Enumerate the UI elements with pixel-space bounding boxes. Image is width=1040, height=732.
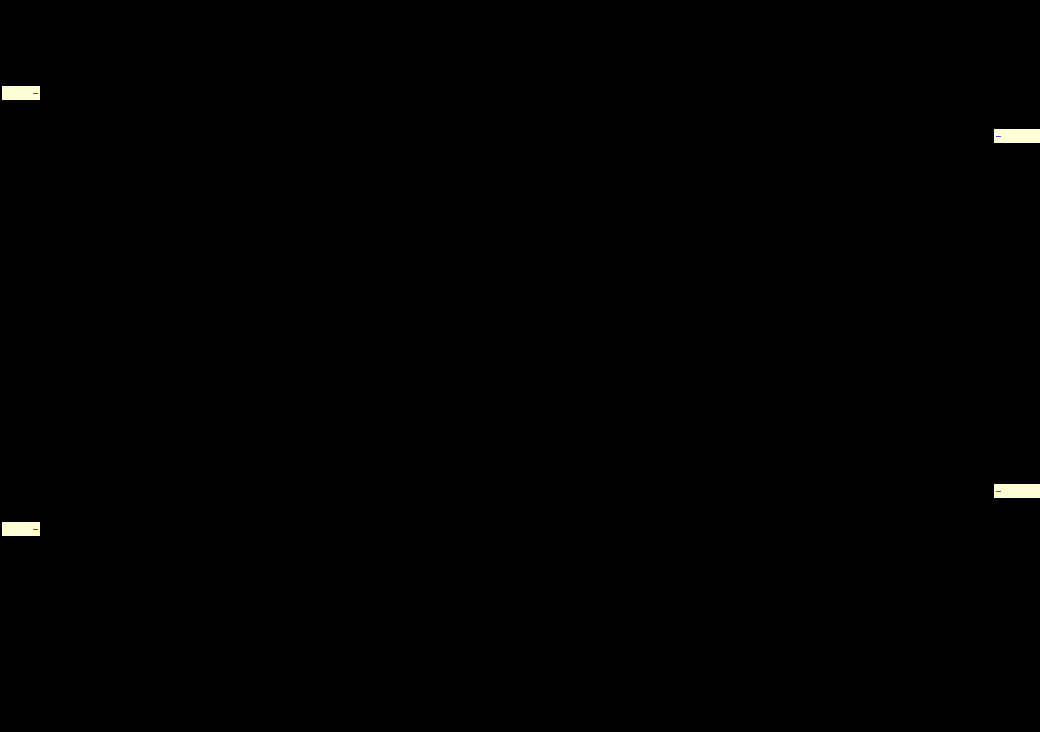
bottom-left-value-box <box>2 522 40 536</box>
tick-dash-icon <box>33 92 38 94</box>
top-left-value-box <box>2 86 40 100</box>
tick-dash-icon <box>996 135 1001 137</box>
tick-dash-icon <box>996 490 1001 492</box>
bottom-right-value-box <box>994 484 1040 498</box>
top-right-value-box <box>994 129 1040 143</box>
tick-dash-icon <box>33 528 38 530</box>
